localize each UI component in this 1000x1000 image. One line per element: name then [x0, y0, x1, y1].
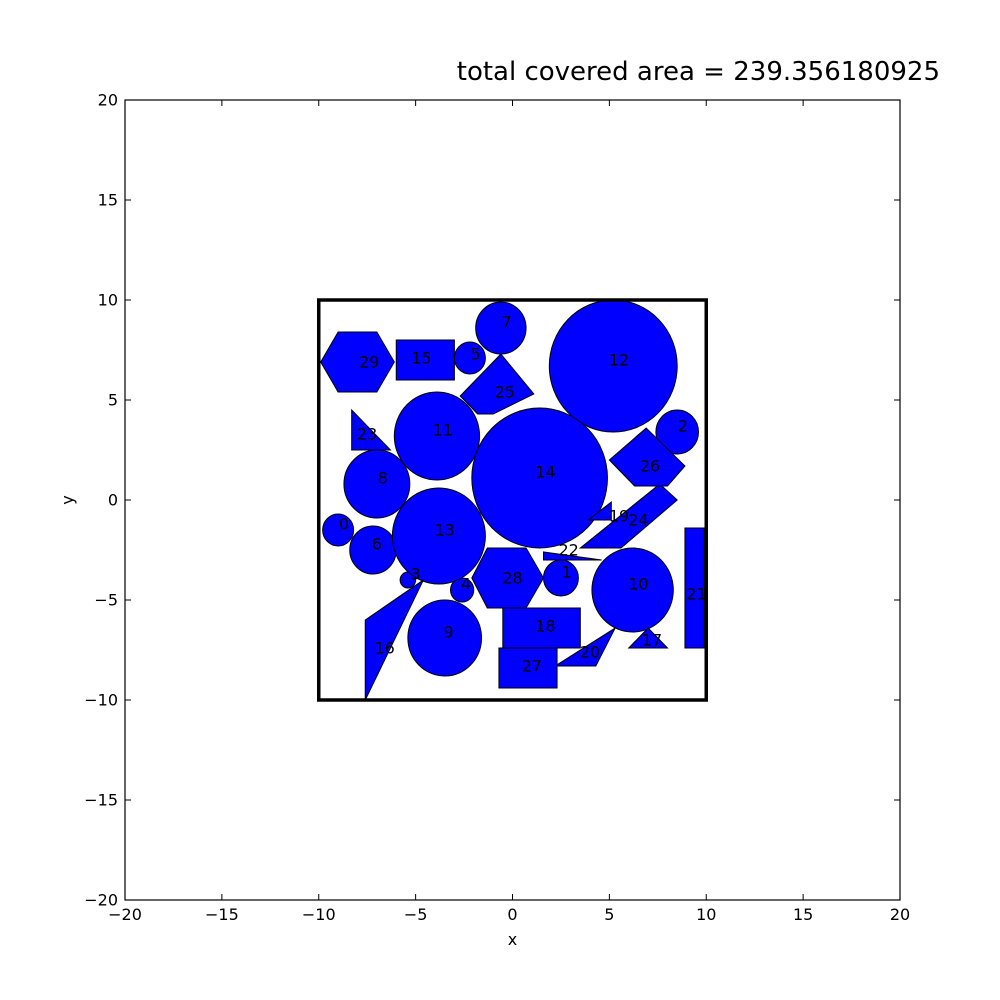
shape-label-1: 1	[562, 563, 572, 582]
shape-label-28: 28	[502, 569, 522, 588]
shape-21	[684, 527, 705, 649]
shape-label-10: 10	[628, 575, 648, 594]
shape-label-13: 13	[435, 521, 455, 540]
shape-11	[393, 391, 481, 481]
y-tick-label: 0	[108, 491, 118, 510]
shape-22	[543, 551, 602, 561]
x-tick-label: 20	[890, 905, 910, 924]
shape-label-9: 9	[443, 623, 453, 642]
shape-10	[591, 547, 674, 633]
y-tick-label: 15	[98, 191, 118, 210]
shape-label-12: 12	[609, 351, 629, 370]
shape-label-18: 18	[535, 617, 555, 636]
shape-19	[586, 500, 612, 521]
shape-label-4: 4	[461, 575, 471, 594]
container-layer	[317, 298, 708, 702]
shape-label-24: 24	[628, 511, 648, 530]
x-tick-label: −10	[302, 905, 336, 924]
shape-label-27: 27	[522, 657, 542, 676]
shape-label-16: 16	[374, 639, 394, 658]
shape-label-7: 7	[502, 313, 512, 332]
x-tick-label: −15	[205, 905, 239, 924]
y-tick-label: 20	[98, 91, 118, 110]
shape-26	[608, 427, 686, 487]
shape-23	[351, 408, 392, 451]
shape-14	[471, 407, 608, 549]
shapes-layer	[320, 299, 705, 701]
y-tick-label: 10	[98, 291, 118, 310]
shape-label-19: 19	[609, 507, 629, 526]
shape-label-26: 26	[640, 457, 660, 476]
shape-label-3: 3	[411, 565, 421, 584]
x-tick-label: 0	[507, 905, 517, 924]
shape-28	[471, 547, 545, 609]
x-tick-label: −5	[404, 905, 428, 924]
shape-29	[320, 331, 395, 393]
shape-24	[578, 483, 678, 549]
shape-label-2: 2	[678, 417, 688, 436]
y-tick-label: −10	[84, 691, 118, 710]
shape-label-14: 14	[535, 463, 555, 482]
shape-2	[655, 409, 699, 455]
shape-9	[407, 599, 482, 677]
shape-label-23: 23	[357, 425, 377, 444]
container-square	[317, 298, 708, 702]
shape-18	[502, 607, 581, 649]
shape-15	[395, 339, 455, 381]
y-tick-label: −5	[94, 591, 118, 610]
shape-label-25: 25	[495, 383, 515, 402]
y-axis-label: y	[58, 495, 77, 504]
shape-17	[627, 627, 669, 649]
chart-title: total covered area = 239.356180925	[457, 57, 940, 87]
x-axis-label: x	[508, 930, 517, 949]
shape-label-8: 8	[378, 469, 388, 488]
y-tick-label: 5	[108, 391, 118, 410]
x-tick-label: −20	[108, 905, 142, 924]
shape-13	[391, 487, 486, 585]
shape-label-6: 6	[372, 535, 382, 554]
y-tick-label: −20	[84, 891, 118, 910]
shape-16	[364, 578, 425, 701]
shape-25	[459, 353, 535, 415]
shape-label-15: 15	[411, 349, 431, 368]
x-tick-label: 10	[696, 905, 716, 924]
y-tick-label: −15	[84, 791, 118, 810]
shape-label-0: 0	[339, 515, 349, 534]
shape-label-17: 17	[642, 631, 662, 650]
shape-label-20: 20	[580, 643, 600, 662]
shape-20	[553, 626, 617, 667]
shape-label-22: 22	[559, 541, 579, 560]
shape-label-29: 29	[359, 353, 379, 372]
x-tick-label: 5	[604, 905, 614, 924]
shape-0	[322, 513, 355, 547]
shape-label-11: 11	[433, 421, 453, 440]
x-tick-label: 15	[793, 905, 813, 924]
shape-27	[498, 647, 558, 689]
shape-label-5: 5	[471, 345, 481, 364]
shape-label-21: 21	[686, 585, 706, 604]
